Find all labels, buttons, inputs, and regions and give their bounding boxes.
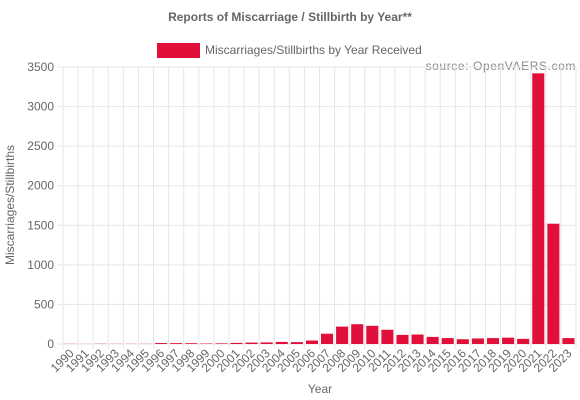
source-credit: source: OpenVAERS.com [426,59,576,73]
legend[interactable]: Miscarriages/Stillbirths by Year Receive… [157,43,422,58]
bar-2001[interactable] [230,342,243,344]
grid [58,66,577,349]
bar-2008[interactable] [336,326,349,344]
bar-2016[interactable] [456,339,469,344]
y-tick-label: 2000 [27,179,54,193]
y-tick-label: 500 [34,297,54,311]
y-tick-label: 2500 [27,139,54,153]
bar-2004[interactable] [275,341,288,344]
bar-2012[interactable] [396,334,409,344]
bar-2011[interactable] [381,329,394,344]
bar-2022[interactable] [547,223,560,344]
bar-2013[interactable] [411,334,424,344]
y-tick-label: 1000 [27,258,54,272]
bar-2002[interactable] [245,342,258,344]
bar-1998[interactable] [185,343,198,344]
bar-2006[interactable] [305,340,318,344]
bar-2007[interactable] [321,333,334,344]
bar-1997[interactable] [170,343,183,344]
chart-title: Reports of Miscarriage / Stillbirth by Y… [168,10,412,24]
legend-swatch [157,43,200,58]
legend-label: Miscarriages/Stillbirths by Year Receive… [205,43,422,57]
bar-2019[interactable] [502,337,515,344]
bar-2020[interactable] [517,338,530,344]
bar-1996[interactable] [155,343,168,344]
y-axis-ticks: 0 500 1000 1500 2000 2500 3000 3500 [27,60,54,351]
bar-2015[interactable] [441,338,454,344]
bar-2003[interactable] [260,342,273,344]
bar-2009[interactable] [351,324,364,344]
bar-2000[interactable] [215,343,228,344]
x-axis-ticks: 1990199119921993199419951996199719981999… [48,346,575,375]
y-tick-label: 3500 [27,60,54,74]
bar-2010[interactable] [366,325,379,344]
bar-2018[interactable] [486,338,500,344]
y-tick-label: 0 [47,337,54,351]
x-axis-label: Year [308,382,332,396]
y-tick-label: 1500 [27,218,54,232]
bar-2017[interactable] [471,338,484,344]
bar-2014[interactable] [426,336,439,344]
bars [64,73,575,345]
bar-2005[interactable] [290,342,303,344]
y-tick-label: 3000 [27,100,54,114]
bar-2021[interactable] [532,73,545,345]
bar-2023[interactable] [562,338,575,344]
y-axis-label: Miscarriages/Stillbirths [3,145,17,265]
